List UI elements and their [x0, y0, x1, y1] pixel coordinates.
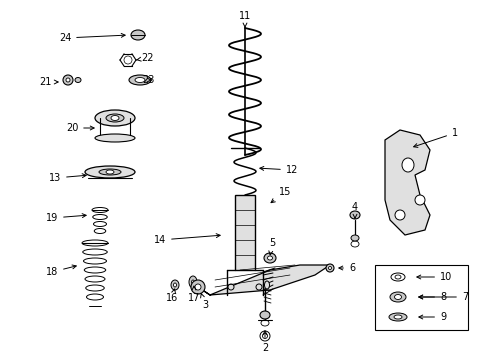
Ellipse shape — [227, 284, 234, 290]
Text: 15: 15 — [270, 187, 290, 203]
Ellipse shape — [92, 207, 108, 212]
Text: 10: 10 — [416, 272, 451, 282]
Ellipse shape — [393, 315, 401, 319]
Text: 23: 23 — [142, 75, 154, 85]
Ellipse shape — [260, 311, 269, 319]
Ellipse shape — [328, 266, 331, 270]
Ellipse shape — [389, 292, 405, 302]
Ellipse shape — [261, 320, 268, 326]
Ellipse shape — [171, 280, 179, 290]
Ellipse shape — [95, 134, 135, 142]
Bar — [374, 265, 467, 330]
Ellipse shape — [394, 275, 400, 279]
Ellipse shape — [82, 240, 108, 246]
Ellipse shape — [350, 235, 358, 241]
Ellipse shape — [401, 158, 413, 172]
Text: 18: 18 — [46, 265, 76, 277]
Ellipse shape — [106, 170, 114, 174]
Text: 1: 1 — [413, 128, 457, 147]
Ellipse shape — [63, 75, 73, 85]
Ellipse shape — [85, 276, 105, 282]
Ellipse shape — [256, 284, 262, 290]
Text: 7: 7 — [418, 292, 467, 302]
Ellipse shape — [85, 166, 135, 178]
Text: 6: 6 — [338, 263, 354, 273]
Ellipse shape — [135, 77, 145, 82]
Text: 3: 3 — [200, 294, 207, 310]
Polygon shape — [384, 130, 429, 235]
Ellipse shape — [93, 221, 106, 226]
Ellipse shape — [260, 331, 269, 341]
Ellipse shape — [111, 116, 119, 121]
Text: 24: 24 — [59, 33, 125, 43]
Text: 5: 5 — [268, 238, 275, 255]
Ellipse shape — [388, 313, 406, 321]
Ellipse shape — [264, 253, 275, 263]
Text: 21: 21 — [39, 77, 58, 87]
Polygon shape — [195, 265, 329, 295]
Ellipse shape — [349, 211, 359, 219]
Ellipse shape — [394, 294, 401, 300]
Ellipse shape — [191, 280, 194, 284]
Ellipse shape — [189, 276, 197, 288]
Ellipse shape — [129, 75, 151, 85]
Ellipse shape — [264, 281, 269, 289]
Ellipse shape — [262, 333, 267, 338]
Text: 14: 14 — [154, 234, 220, 245]
Ellipse shape — [414, 195, 424, 205]
Text: 22: 22 — [136, 53, 154, 63]
Text: 9: 9 — [418, 312, 445, 322]
Text: 13: 13 — [49, 173, 86, 183]
Ellipse shape — [99, 169, 121, 175]
Text: 2: 2 — [262, 331, 267, 353]
Ellipse shape — [106, 114, 124, 122]
Ellipse shape — [82, 249, 107, 255]
Ellipse shape — [86, 294, 103, 300]
Ellipse shape — [390, 273, 404, 281]
Bar — [235, 195, 254, 270]
Ellipse shape — [83, 258, 106, 264]
Ellipse shape — [85, 285, 104, 291]
Ellipse shape — [93, 215, 107, 220]
Text: 16: 16 — [165, 289, 178, 303]
Ellipse shape — [94, 229, 105, 234]
Ellipse shape — [95, 110, 135, 126]
Text: 17: 17 — [187, 286, 200, 303]
Text: 12: 12 — [259, 165, 298, 175]
Text: 19: 19 — [46, 213, 86, 223]
Ellipse shape — [195, 284, 201, 290]
Ellipse shape — [173, 283, 176, 287]
Text: 8: 8 — [418, 292, 445, 302]
Text: 11: 11 — [238, 11, 251, 27]
Ellipse shape — [191, 280, 204, 294]
Text: 20: 20 — [66, 123, 94, 133]
Text: 4: 4 — [351, 202, 357, 218]
Ellipse shape — [75, 77, 81, 82]
Ellipse shape — [84, 267, 105, 273]
Ellipse shape — [131, 30, 145, 40]
Ellipse shape — [267, 256, 272, 260]
Ellipse shape — [66, 78, 70, 82]
Ellipse shape — [325, 264, 333, 272]
Ellipse shape — [394, 210, 404, 220]
Ellipse shape — [350, 241, 358, 247]
